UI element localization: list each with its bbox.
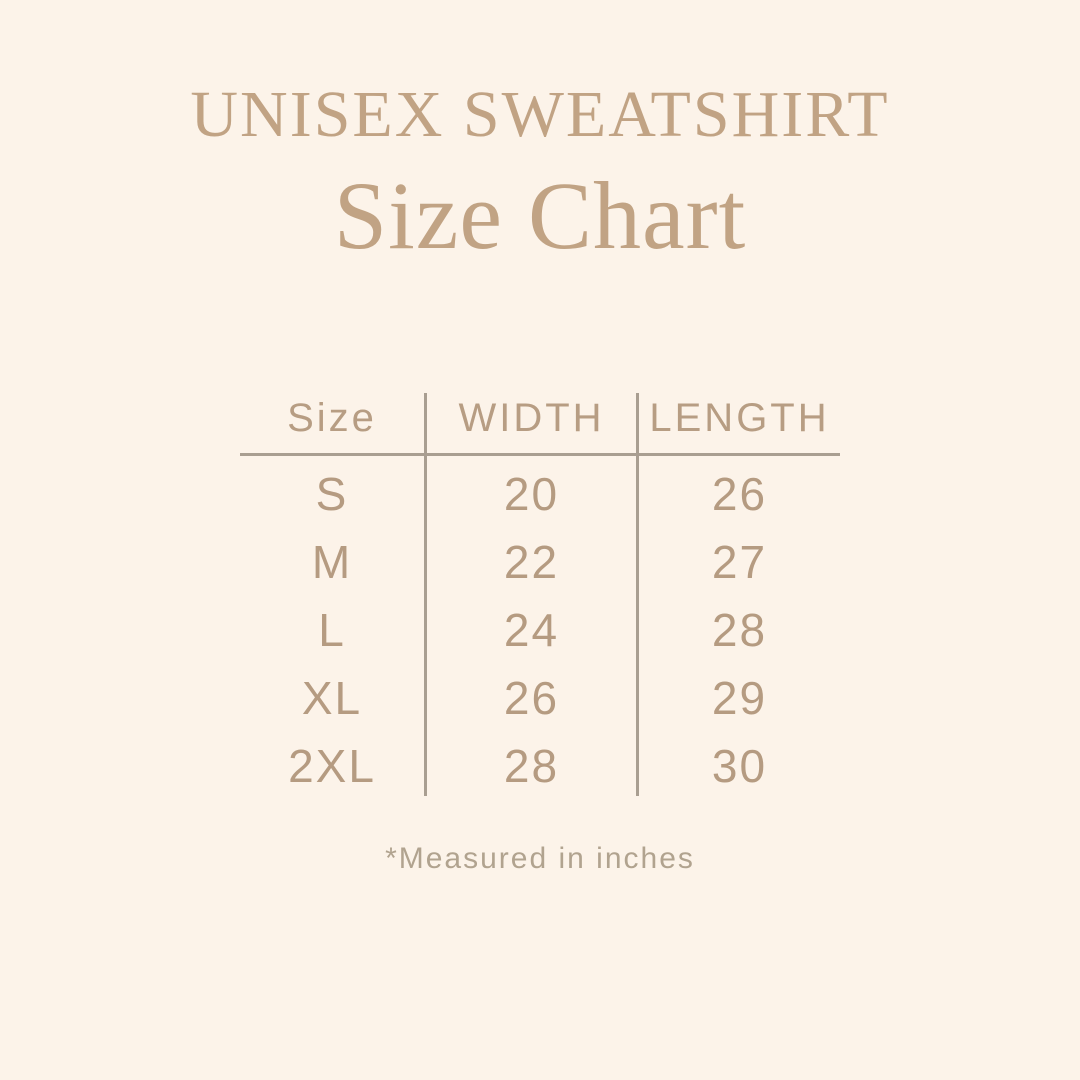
- page-title: UNISEX SWEATSHIRT: [190, 78, 890, 151]
- width-cell: 26: [424, 660, 639, 728]
- header-length: LENGTH: [639, 393, 840, 456]
- header-size: Size: [240, 393, 424, 456]
- length-cell: 28: [711, 604, 768, 656]
- page-subtitle: Size Chart: [333, 162, 747, 269]
- width-cell: 24: [424, 592, 639, 660]
- size-cell: S: [315, 468, 349, 520]
- measurement-footnote: *Measured in inches: [385, 842, 695, 875]
- length-cell: 29: [711, 672, 768, 724]
- size-cell: 2XL: [288, 740, 376, 792]
- length-cell: 26: [711, 468, 768, 520]
- length-cell: 27: [711, 536, 768, 588]
- size-cell: L: [318, 604, 346, 656]
- width-cell: 20: [424, 456, 639, 524]
- header-width: WIDTH: [424, 393, 639, 456]
- length-cell: 30: [711, 740, 768, 792]
- size-cell: XL: [301, 672, 363, 724]
- width-cell: 22: [424, 524, 639, 592]
- size-table: Size WIDTH LENGTH S 20 26 M 22 27 L 24 2…: [240, 393, 840, 796]
- width-cell: 28: [424, 728, 639, 796]
- size-cell: M: [311, 536, 353, 588]
